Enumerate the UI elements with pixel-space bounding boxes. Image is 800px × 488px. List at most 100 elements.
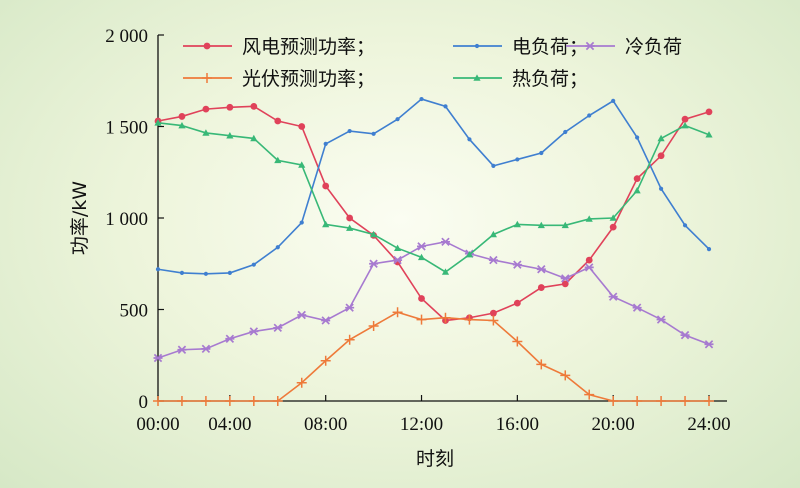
data-point <box>704 396 714 406</box>
data-point <box>491 163 496 168</box>
data-point <box>536 265 546 274</box>
data-point <box>227 270 232 275</box>
data-point <box>561 221 569 229</box>
data-point <box>440 312 451 323</box>
data-point <box>609 214 617 221</box>
data-point <box>299 220 304 225</box>
data-point <box>443 104 448 109</box>
data-point <box>274 117 282 125</box>
data-point <box>633 186 641 194</box>
data-point <box>537 221 545 229</box>
data-point <box>560 370 571 381</box>
data-point <box>395 117 400 122</box>
data-point <box>298 161 306 168</box>
series-line <box>157 122 710 273</box>
data-point <box>682 223 688 228</box>
data-point <box>657 134 665 142</box>
data-point <box>512 260 522 269</box>
data-point <box>248 396 259 406</box>
data-point <box>513 220 521 228</box>
data-point <box>250 134 258 142</box>
data-point <box>704 340 714 349</box>
data-point <box>203 271 209 276</box>
data-point <box>153 353 163 363</box>
data-point <box>584 263 594 272</box>
data-point <box>272 396 283 406</box>
data-point <box>273 323 283 333</box>
legend-label: 风电预测功率； <box>242 36 375 58</box>
data-point <box>441 268 450 275</box>
data-point <box>440 237 450 246</box>
data-point <box>322 220 330 228</box>
data-point <box>250 102 258 110</box>
data-point <box>611 98 616 103</box>
data-point <box>681 115 689 123</box>
data-point <box>658 186 664 191</box>
x-tick-label: 08:00 <box>304 414 347 435</box>
data-point <box>609 223 617 231</box>
series-4 <box>154 119 713 275</box>
data-point <box>178 113 186 120</box>
data-point <box>419 96 424 102</box>
data-point <box>226 103 234 111</box>
legend-label: 热负荷； <box>512 68 588 90</box>
data-point <box>513 299 521 307</box>
data-point <box>585 256 593 264</box>
data-point <box>179 270 185 275</box>
data-point <box>176 396 187 406</box>
x-tick-label: 04:00 <box>208 414 251 435</box>
data-point <box>371 131 376 136</box>
data-point <box>632 303 642 312</box>
data-point <box>249 327 259 336</box>
data-point <box>370 230 378 238</box>
series-1 <box>155 96 712 276</box>
data-point <box>226 132 234 139</box>
data-point <box>633 175 641 183</box>
data-point <box>368 320 379 331</box>
data-point <box>608 396 619 406</box>
axes: 0 500 1 000 1 500 2 000 00:00 04:00 08:00 12:00 1… <box>105 26 730 435</box>
legend-item-1: 电负荷； <box>453 36 588 58</box>
legend-swatch-marker <box>585 41 595 51</box>
data-point <box>202 105 210 113</box>
y-tick-label: 1 500 <box>105 118 148 139</box>
series-3 <box>153 307 714 406</box>
series-2 <box>153 237 714 363</box>
legend-swatch-marker <box>203 42 211 50</box>
data-point <box>464 314 475 325</box>
data-point <box>225 334 235 343</box>
y-tick-label: 0 <box>139 392 149 413</box>
data-point <box>705 108 713 116</box>
data-point <box>393 244 402 251</box>
data-point <box>706 247 712 252</box>
data-point <box>392 307 403 318</box>
data-point <box>369 259 379 268</box>
data-point <box>346 214 354 222</box>
legend-swatch-marker <box>473 74 481 81</box>
data-point <box>296 377 307 388</box>
data-point <box>297 310 307 320</box>
data-point <box>584 389 595 400</box>
x-tick-label: 00:00 <box>136 414 179 435</box>
series-line <box>157 98 710 275</box>
data-point <box>489 230 497 238</box>
series-layer <box>153 96 714 406</box>
data-point <box>680 396 691 406</box>
legend-item-3: 光伏预测功率； <box>183 68 375 90</box>
data-point <box>539 150 544 156</box>
legend-label: 冷负荷 <box>625 36 682 58</box>
x-tick-label: 16:00 <box>496 414 539 435</box>
data-point <box>536 359 547 370</box>
series-line <box>158 311 709 402</box>
data-point <box>155 267 161 272</box>
data-point <box>680 330 690 340</box>
data-point <box>488 315 499 326</box>
data-point <box>489 309 497 317</box>
data-point <box>320 355 331 366</box>
data-point <box>587 113 592 118</box>
data-point <box>201 344 211 354</box>
data-point <box>656 396 667 406</box>
data-point <box>515 157 520 162</box>
x-axis-title: 时刻 <box>416 448 454 470</box>
